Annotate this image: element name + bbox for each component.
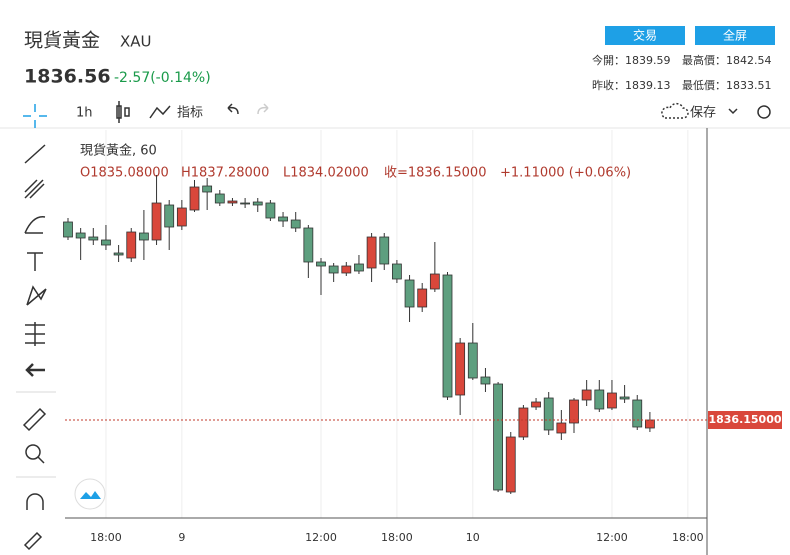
x-tick-label: 18:00 <box>90 531 122 544</box>
candle-body <box>632 399 643 428</box>
candle-body <box>176 207 187 227</box>
legend-close: 收=1836.15000 <box>384 166 486 181</box>
candle-body <box>518 407 529 438</box>
fullscreen-button-label[interactable]: 全屏 <box>723 28 747 43</box>
candle-body <box>391 263 402 280</box>
candle-body <box>164 204 175 228</box>
candle-body <box>594 389 605 410</box>
last-price-tag <box>708 411 782 429</box>
candle-body <box>138 232 149 241</box>
trade-button[interactable] <box>605 26 685 45</box>
save-dropdown[interactable] <box>728 108 738 115</box>
candle-body <box>354 263 364 272</box>
price-change: -2.57(-0.14%) <box>114 70 211 86</box>
candle-body <box>113 252 124 256</box>
candle-body <box>505 436 516 493</box>
last-price-label: 1836.15000 <box>708 413 781 426</box>
stat-open: 今開：1839.59 <box>592 53 671 67</box>
undo-icon[interactable] <box>227 103 239 115</box>
candle-body <box>619 396 630 400</box>
candle-body <box>151 202 162 241</box>
x-tick-label: 9 <box>178 531 185 544</box>
stat-prev-close: 昨收：1839.13 <box>592 78 671 92</box>
candle-body <box>581 389 592 401</box>
candle-body <box>404 279 415 308</box>
save-cloud-icon[interactable] <box>661 102 689 119</box>
logo-icon <box>80 491 101 499</box>
x-tick-label: 18:00 <box>381 531 413 544</box>
drawing-tools[interactable] <box>16 104 56 551</box>
candle-body <box>480 376 491 385</box>
candle-body <box>429 273 440 290</box>
candle-body <box>126 231 137 259</box>
x-tick-label: 10 <box>466 531 480 544</box>
last-price: 1836.56 <box>24 66 111 88</box>
instrument-name: 現貨黃金 <box>24 30 100 52</box>
candle-body <box>366 236 377 269</box>
interval-button[interactable]: 1h <box>76 106 93 121</box>
candle-body <box>189 186 200 211</box>
candle-body <box>278 216 288 222</box>
candle-body <box>341 265 352 274</box>
candle-body <box>252 201 263 206</box>
candle-body <box>531 401 541 408</box>
trade-button-label[interactable]: 交易 <box>633 28 657 43</box>
candle-body <box>63 221 73 238</box>
settings-icon[interactable] <box>757 105 771 119</box>
candle-body <box>316 261 326 267</box>
candle-body <box>417 288 428 308</box>
x-tick-label: 12:00 <box>305 531 337 544</box>
legend-change: +1.11000 (+0.06%) <box>500 166 631 181</box>
candle-body <box>75 232 86 239</box>
candle-body <box>607 392 617 409</box>
legend-high: H1837.28000 <box>181 166 269 181</box>
candle-body <box>214 193 225 204</box>
candle-body <box>645 419 655 429</box>
x-tick-label: 18:00 <box>672 531 704 544</box>
candle-body <box>265 202 276 219</box>
redo-icon <box>257 103 269 115</box>
stat-high: 最高價：1842.54 <box>682 53 772 67</box>
candle-body <box>493 383 504 491</box>
fullscreen-button[interactable] <box>695 26 775 45</box>
candle-type-icon[interactable] <box>116 101 130 123</box>
indicators-button[interactable]: 指标 <box>177 106 203 121</box>
candle-body <box>101 239 111 246</box>
logo-badge[interactable] <box>74 478 106 510</box>
candle-body <box>569 399 579 424</box>
instrument-symbol: XAU <box>120 33 152 51</box>
candle-body <box>442 274 453 398</box>
candle-body <box>379 236 390 265</box>
candle-body <box>328 265 339 274</box>
candle-body <box>467 342 478 379</box>
candle-body <box>227 200 238 204</box>
candle-body <box>290 219 301 229</box>
legend-title: 現貨黃金, 60 <box>80 143 157 159</box>
legend: 現貨黃金, 60 O1835.08000 H1837.28000 L1834.0… <box>80 143 631 181</box>
candle-body <box>556 422 567 434</box>
legend-low: L1834.02000 <box>283 166 369 181</box>
x-tick-label: 12:00 <box>596 531 628 544</box>
indicator-icon[interactable] <box>149 105 171 119</box>
candle-body <box>88 236 99 241</box>
candle-body <box>202 185 213 193</box>
candle-body <box>543 397 554 431</box>
candle-body <box>303 227 314 263</box>
stat-low: 最低價：1833.51 <box>682 78 772 92</box>
candle-body <box>240 202 251 205</box>
candle-body <box>455 342 466 396</box>
legend-open: O1835.08000 <box>80 166 169 181</box>
save-button[interactable]: 保存 <box>690 106 716 121</box>
